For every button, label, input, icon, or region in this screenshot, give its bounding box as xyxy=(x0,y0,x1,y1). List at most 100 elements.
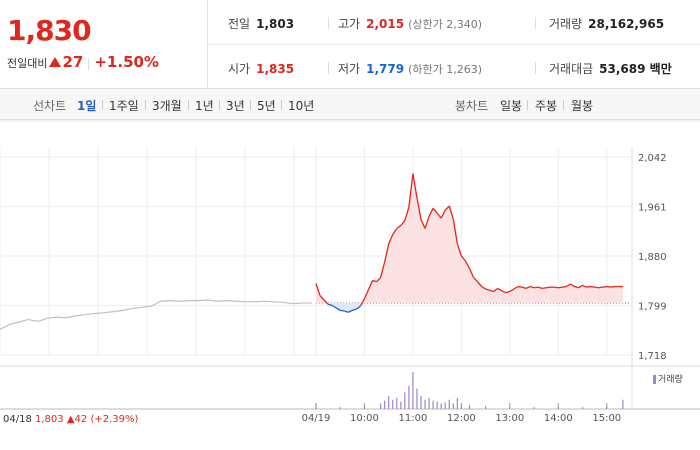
price-line-segment xyxy=(529,285,535,289)
stat-open: 시가 1,835 xyxy=(228,62,295,76)
price-line-segment xyxy=(505,290,511,294)
y-tick-label: 1,961 xyxy=(638,203,667,214)
tab-1day[interactable]: 1일 xyxy=(77,99,97,113)
price-line-segment xyxy=(392,228,398,235)
volume-bar xyxy=(412,372,414,409)
price-line-segment xyxy=(379,261,386,278)
price-line-segment xyxy=(598,286,603,289)
stat-volume: 거래량 28,162,965 xyxy=(549,17,665,31)
tab-daily-candle[interactable]: 일봉 xyxy=(500,99,523,113)
volume-legend: 거래량 xyxy=(653,372,683,385)
tab-3year[interactable]: 3년 xyxy=(226,99,245,113)
price-line-segment xyxy=(355,305,361,310)
volume-bar xyxy=(622,399,624,409)
price-line-segment xyxy=(606,285,611,288)
x-tick-label: 10:00 xyxy=(350,413,379,424)
price-line-segment xyxy=(594,286,599,289)
price-line-segment xyxy=(497,287,503,292)
volume-bar xyxy=(485,406,487,409)
tab-weekly-candle[interactable]: 주봉 xyxy=(535,99,558,113)
previous-day-info: 04/18 1,803 ▲42 (+2.39%) xyxy=(3,414,139,425)
divider xyxy=(188,100,189,110)
volume-bar xyxy=(448,399,450,409)
price-line-segment xyxy=(489,289,494,293)
price-line-segment xyxy=(367,280,374,290)
tab-1week[interactable]: 1주일 xyxy=(109,99,139,113)
divider xyxy=(328,62,329,74)
price-line-segment xyxy=(602,285,607,288)
volume-bar xyxy=(468,405,471,409)
price-line-segment xyxy=(335,307,341,311)
tab-3month[interactable]: 3개월 xyxy=(152,99,182,113)
price-line-segment xyxy=(513,285,519,290)
price-line-segment xyxy=(363,289,370,300)
divider xyxy=(535,17,536,29)
volume-bar xyxy=(581,407,584,409)
price-line-segment xyxy=(323,299,329,305)
x-tick-label: 15:00 xyxy=(592,413,621,424)
price-line-segment xyxy=(481,285,486,290)
price-line-segment xyxy=(444,205,450,211)
price-line-segment xyxy=(319,295,325,301)
price-line-segment xyxy=(509,288,515,293)
price-line-segment xyxy=(477,281,483,287)
divider xyxy=(535,62,536,74)
price-line-segment xyxy=(344,310,349,313)
price-line-segment xyxy=(400,220,406,226)
price-line-segment xyxy=(348,309,353,313)
tab-1year[interactable]: 1년 xyxy=(195,99,214,113)
price-line-segment xyxy=(416,197,422,220)
stat-low: 저가 1,779 (하한가 1,263) xyxy=(338,62,482,76)
divider xyxy=(145,100,146,110)
price-line-segment xyxy=(432,207,438,214)
price-line-segment xyxy=(456,243,463,257)
volume-bar xyxy=(315,403,317,409)
tab-10year[interactable]: 10년 xyxy=(288,99,315,113)
volume-bar xyxy=(509,407,511,409)
y-tick-label: 2,042 xyxy=(638,153,667,164)
price-line-segment xyxy=(448,205,454,220)
price-line-segment xyxy=(452,219,458,244)
x-tick-label: 11:00 xyxy=(399,413,428,424)
price-line-segment xyxy=(521,286,527,290)
volume-bar xyxy=(392,399,394,409)
price-line-segment xyxy=(590,285,595,288)
price-line-segment xyxy=(501,290,507,294)
x-tick-label: 12:00 xyxy=(447,413,476,424)
volume-bar xyxy=(460,404,462,409)
y-tick-label: 1,799 xyxy=(638,302,667,313)
price-line-segment xyxy=(327,303,333,307)
up-triangle-icon xyxy=(49,57,62,67)
price-line-segment xyxy=(562,285,567,288)
price-line-segment xyxy=(340,309,345,312)
divider xyxy=(88,58,90,70)
chart-tabs: 선차트 1일 1주일 3개월 1년 3년 5년 10년 봉차트 일봉 주봉 월봉 xyxy=(0,89,700,120)
divider xyxy=(563,100,564,110)
divider xyxy=(219,100,220,110)
volume-bar xyxy=(424,399,426,409)
volume-bar xyxy=(428,397,430,409)
intraday-chart[interactable]: 2,042 1,961 1,880 1,799 1,718 04/19 10:00 11:00… xyxy=(0,120,700,450)
price-line-segment xyxy=(533,286,539,289)
volume-bar xyxy=(440,403,442,409)
volume-bar xyxy=(396,397,398,409)
change-percent: +1.50% xyxy=(94,53,159,71)
price-line-segment xyxy=(436,212,442,219)
tab-monthly-candle[interactable]: 월봉 xyxy=(571,99,594,113)
price-line-segment xyxy=(464,260,471,269)
volume-bar xyxy=(384,400,386,409)
volume-bar xyxy=(416,388,418,409)
price-line-segment xyxy=(525,285,531,289)
price-line-segment xyxy=(554,286,559,289)
price-line-segment xyxy=(408,173,414,208)
volume-bar xyxy=(452,403,454,409)
price-line-segment xyxy=(473,276,479,283)
price-line-segment xyxy=(428,208,434,217)
candle-chart-label: 봉차트 xyxy=(455,99,489,113)
price-line-segment xyxy=(566,283,571,288)
price-line-segment xyxy=(582,284,587,288)
tab-5year[interactable]: 5년 xyxy=(257,99,276,113)
price-line-segment xyxy=(372,279,377,283)
y-tick-label: 1,880 xyxy=(638,252,667,263)
price-line-segment xyxy=(376,276,382,283)
